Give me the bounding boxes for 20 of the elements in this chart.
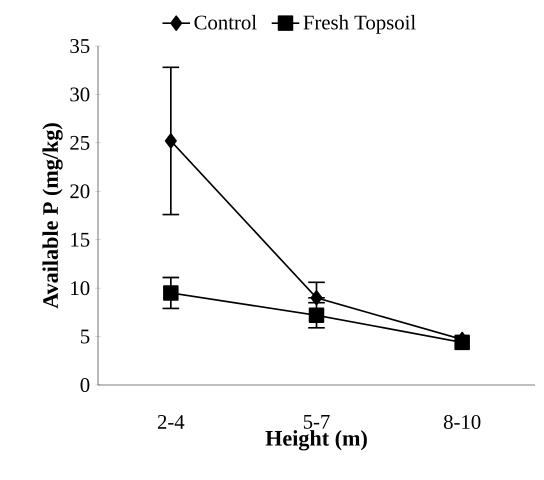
y-tick-label: 35 <box>70 39 90 53</box>
point <box>454 334 470 350</box>
legend-label: Fresh Topsoil <box>303 14 416 34</box>
point <box>163 285 179 301</box>
y-tick-label: 5 <box>80 330 90 344</box>
y-tick-label: 0 <box>80 378 90 392</box>
point <box>308 308 324 324</box>
y-tick-label: 25 <box>70 136 90 150</box>
y-tick-label: 20 <box>70 184 90 198</box>
y-tick-label: 30 <box>70 87 90 102</box>
x-tick-label: 8-10 <box>444 414 480 429</box>
y-tick-label: 15 <box>71 232 90 247</box>
x-axis-title: Height (m) <box>266 430 367 450</box>
x-tick-label: 5-7 <box>304 414 330 429</box>
y-axis-title: Available P (mg/kg) <box>42 123 63 309</box>
x-tick-label: 2-4 <box>158 414 184 429</box>
legend-label: Control <box>194 14 257 30</box>
y-tick-label: 10 <box>71 281 90 296</box>
point <box>310 290 323 306</box>
point <box>164 133 177 149</box>
